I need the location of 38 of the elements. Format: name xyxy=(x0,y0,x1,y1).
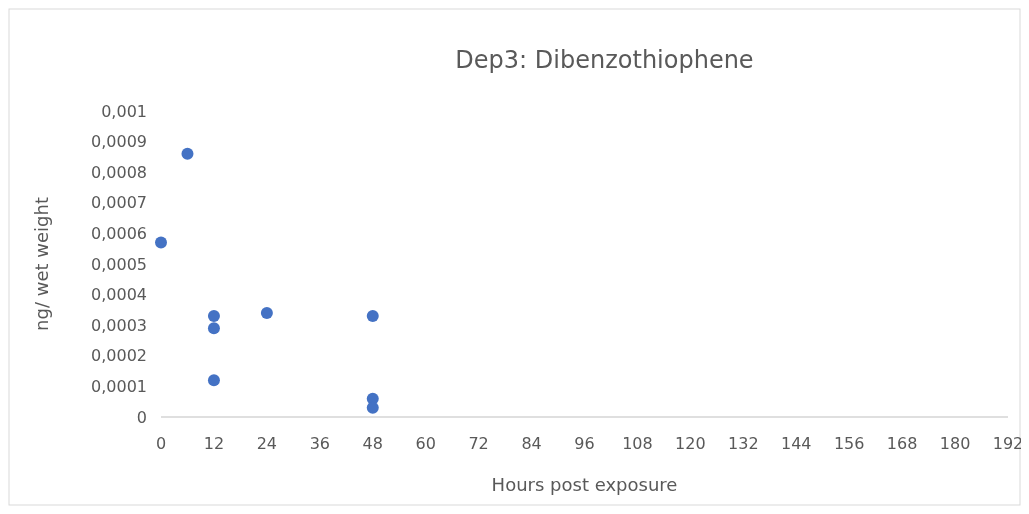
x-tick-label: 96 xyxy=(574,434,595,453)
x-tick-label: 192 xyxy=(992,434,1024,453)
y-tick-label: 0,001 xyxy=(101,101,147,121)
x-tick-label: 180 xyxy=(939,434,971,453)
point xyxy=(207,374,220,387)
point xyxy=(155,236,167,249)
x-tick-label: 36 xyxy=(309,434,330,453)
x-tick-label: 108 xyxy=(622,434,653,453)
point xyxy=(366,310,379,323)
y-tick-label: 0,0004 xyxy=(91,285,147,305)
x-axis-title: Hours post exposure xyxy=(491,474,678,495)
y-tick-label: 0,0005 xyxy=(91,254,147,274)
y-tick-label: 0,0006 xyxy=(91,224,147,243)
y-axis-title: ng/ wet weight xyxy=(31,197,52,331)
y-tick-label: 0,0007 xyxy=(91,193,147,213)
x-tick-label: 132 xyxy=(728,434,759,453)
chart-title: Dep3: Dibenzothiophene xyxy=(455,46,754,74)
x-tick-label: 12 xyxy=(203,434,225,453)
y-tick-label: 0,0003 xyxy=(91,315,147,335)
x-tick-label: 156 xyxy=(833,434,865,453)
y-tick-label: 0 xyxy=(136,407,147,427)
x-tick-label: 144 xyxy=(780,434,812,453)
x-tick-label: 84 xyxy=(521,434,542,453)
x-tick-label: 168 xyxy=(886,434,918,453)
x-tick-label: 72 xyxy=(468,434,489,453)
point xyxy=(207,310,220,323)
x-tick-label: 48 xyxy=(362,434,383,453)
x-tick-label: 120 xyxy=(675,434,706,453)
x-tick-label: 60 xyxy=(415,434,436,453)
y-tick-label: 0,0008 xyxy=(91,162,147,182)
point xyxy=(207,322,220,335)
y-tick-label: 0,0001 xyxy=(91,377,147,396)
y-tick-label: 0,0009 xyxy=(91,132,147,152)
point xyxy=(260,306,273,319)
x-tick-label: 0 xyxy=(155,434,167,453)
point xyxy=(181,147,194,160)
x-tick-label: 24 xyxy=(256,434,278,453)
y-tick-label: 0,0002 xyxy=(91,346,147,366)
